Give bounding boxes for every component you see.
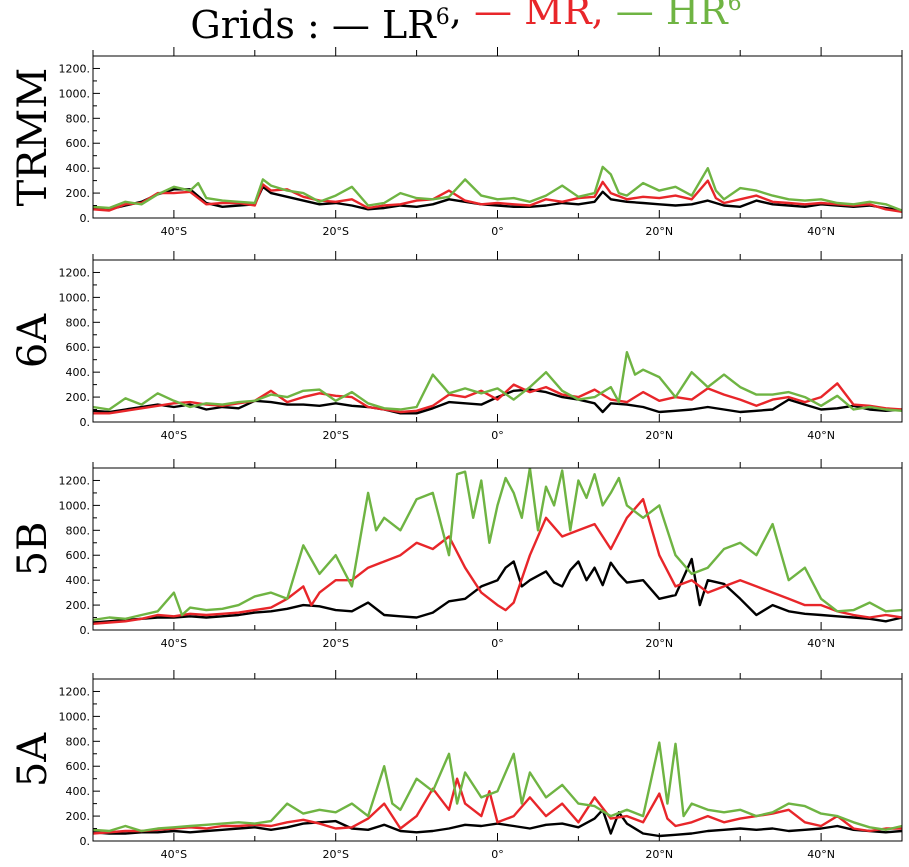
y-tick-label: 400. [66,366,91,379]
x-tick-label: 40°S [161,637,187,650]
x-tick-label: 40°N [807,848,835,861]
x-tick-label: 0° [491,225,504,238]
x-tick-label: 0° [491,848,504,861]
y-tick-label: 1000. [59,499,91,512]
series-line-hr [93,741,902,833]
y-tick-label: 200. [66,810,91,823]
y-tick-label: 0. [80,624,91,637]
y-tick-label: 200. [66,187,91,200]
chart-title: Grids : — LR6, — MR, — HR6 [190,0,741,47]
panel-5a: 0. 200. 400. 600. 800. 1000. 1200. 40°S 20°S 0° 20… [10,670,903,861]
series-line-lr [93,557,902,624]
plot-frame [92,55,903,219]
x-tick-label: 20°S [322,848,348,861]
y-tick-label: 1200. [59,474,91,487]
legend-label-mr: MR [524,0,593,33]
legend-label-lr: LR [382,3,437,47]
y-tick-label: 600. [66,137,91,150]
y-tick-label: 400. [66,785,91,798]
y-tick-label: 400. [66,162,91,175]
x-tick-label: 40°S [161,429,187,442]
y-tick-label: 1000. [59,291,91,304]
series-line-lr [93,185,902,212]
x-tick-label: 20°N [645,637,673,650]
y-tick-label: 600. [66,549,91,562]
series-line-mr [93,498,902,625]
y-tick-label: 200. [66,599,91,612]
chart-panels: 0. 200. 400. 600. 800. 1000. 1200. 40°S 20°S 0° 20… [10,47,903,861]
y-tick-label: 1000. [59,710,91,723]
panel-label: TRMM [10,68,56,207]
series-line-hr [93,165,902,212]
legend-sup-hr: 6 [728,0,742,16]
y-tick-label: 0. [80,835,91,848]
x-tick-label: 40°N [807,637,835,650]
y-tick-label: 0. [80,416,91,429]
x-tick-label: 0° [491,429,504,442]
plot-frame [92,678,903,842]
legend-line-mr: — [474,0,524,33]
y-tick-label: 600. [66,760,91,773]
y-tick-label: 800. [66,524,91,537]
x-tick-label: 40°S [161,848,187,861]
series-line-lr [93,808,902,838]
y-tick-label: 600. [66,341,91,354]
panel-label: 5B [10,522,56,577]
y-tick-label: 1200. [59,266,91,279]
x-tick-label: 20°S [322,225,348,238]
y-tick-label: 800. [66,316,91,329]
y-tick-label: 400. [66,574,91,587]
legend-sup-lr: 6 [436,5,450,30]
series-line-hr [93,468,902,622]
panel-6a: 0. 200. 400. 600. 800. 1000. 1200. 40°S 20°S 0° 20… [10,251,903,442]
legend-separator: , [450,0,474,33]
series-line-hr [93,351,902,412]
y-tick-label: 800. [66,735,91,748]
legend-line-hr: — [616,0,666,33]
legend-label-hr: HR [666,0,729,33]
y-tick-label: 1200. [59,685,91,698]
x-tick-label: 0° [491,637,504,650]
y-tick-label: 800. [66,112,91,125]
panel-label: 6A [10,313,56,368]
y-tick-label: 1000. [59,87,91,100]
y-tick-label: 0. [80,212,91,225]
legend-line-lr: — [332,3,382,47]
panel-label: 5A [10,732,56,787]
series-line-mr [93,179,902,213]
x-tick-label: 20°S [322,637,348,650]
panel-trmm: 0. 200. 400. 600. 800. 1000. 1200. 40°S 20°S 0° 20… [10,47,903,238]
x-tick-label: 40°N [807,225,835,238]
x-tick-label: 40°N [807,429,835,442]
x-tick-label: 20°S [322,429,348,442]
x-tick-label: 20°N [645,225,673,238]
x-tick-label: 20°N [645,848,673,861]
x-tick-label: 20°N [645,429,673,442]
y-tick-label: 1200. [59,62,91,75]
y-tick-label: 200. [66,391,91,404]
x-tick-label: 40°S [161,225,187,238]
panel-5b: 0. 200. 400. 600. 800. 1000. 1200. 40°S 20°S 0° 20… [10,459,903,650]
legend-separator: , [592,0,616,33]
